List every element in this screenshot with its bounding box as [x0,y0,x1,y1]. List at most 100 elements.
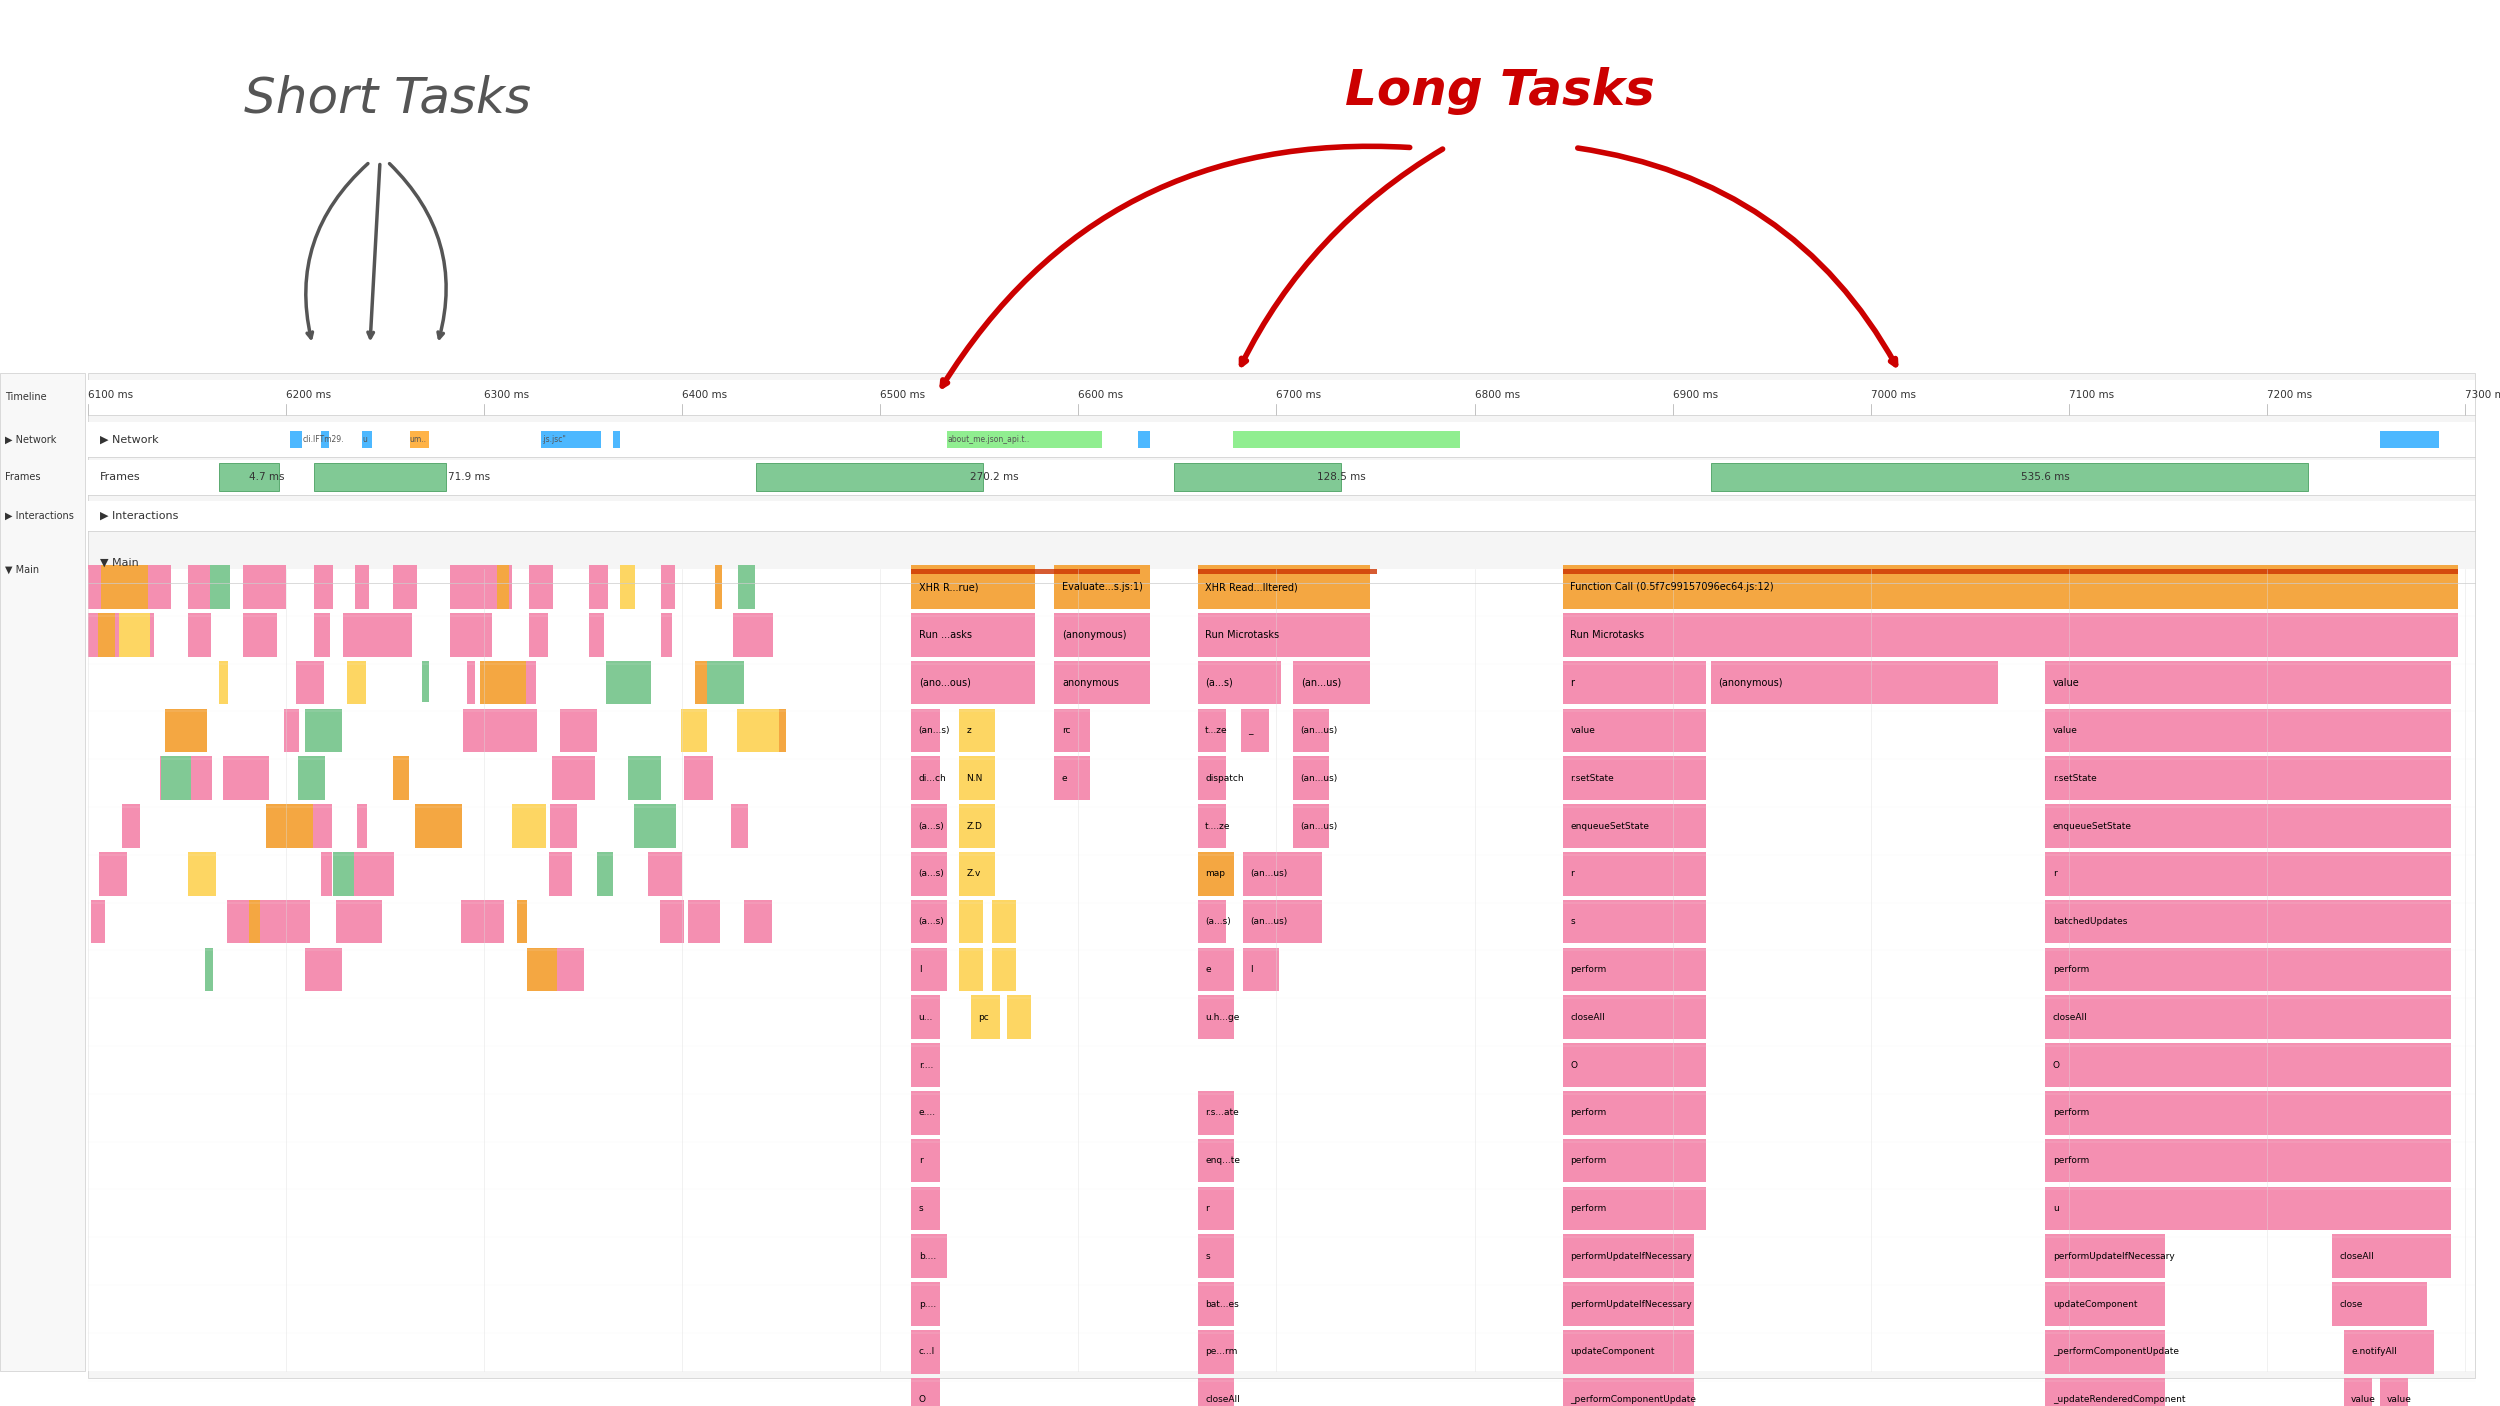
Text: O: O [918,1395,925,1405]
Bar [628,756,660,800]
Bar [1562,565,2458,609]
Text: batchedUpdates: batchedUpdates [2052,917,2128,927]
Bar [1292,804,1330,848]
Text: map: map [1205,869,1225,879]
Bar [1055,613,1150,657]
Text: N.N: N.N [968,773,982,783]
Bar [90,900,105,943]
Bar [910,1187,940,1230]
Bar [122,804,140,848]
Text: (a...s): (a...s) [1205,678,1232,688]
Bar [165,709,208,752]
Text: r: r [1570,869,1575,879]
Bar [598,852,612,896]
Bar [88,565,170,609]
Text: (an...us): (an...us) [1300,773,1338,783]
Bar [1198,565,1370,609]
Bar [550,852,572,896]
Text: 4.7 ms: 4.7 ms [250,472,285,482]
Text: Z.D: Z.D [968,821,982,831]
Text: value: value [2052,678,2080,688]
Bar [960,804,995,848]
Bar [530,613,548,657]
Bar [755,463,982,491]
Text: O: O [1570,1060,1578,1070]
Text: 6600 ms: 6600 ms [1078,391,1122,401]
Text: ▶ Network: ▶ Network [5,434,57,444]
Bar [2045,661,2450,704]
Text: Frames: Frames [100,472,140,482]
Text: enqueueSetState: enqueueSetState [1570,821,1650,831]
Bar [1562,1378,1695,1406]
Bar [1198,1378,1232,1406]
Bar [2045,709,2450,752]
Bar [430,804,452,848]
Bar [910,804,948,848]
Bar [1198,1234,1232,1278]
Text: updateComponent: updateComponent [2052,1299,2138,1309]
Text: value: value [1570,725,1595,735]
Text: close: close [2340,1299,2362,1309]
Bar [462,709,500,752]
Bar [960,948,982,991]
Text: s: s [1205,1251,1210,1261]
Bar [188,565,218,609]
Bar [308,709,318,752]
Bar [662,852,682,896]
Text: 6200 ms: 6200 ms [285,391,330,401]
Text: 6400 ms: 6400 ms [682,391,727,401]
Text: 535.6 ms: 535.6 ms [2020,472,2070,482]
Bar [320,852,332,896]
Bar [2380,1378,2408,1406]
Bar [910,661,1035,704]
Bar [1198,1330,1232,1374]
Text: _performComponentUpdate: _performComponentUpdate [2052,1347,2180,1357]
Bar [745,900,772,943]
Bar [992,948,1015,991]
Text: closeAll: closeAll [2052,1012,2088,1022]
Bar [550,948,582,991]
Text: 6500 ms: 6500 ms [880,391,925,401]
Bar [222,756,268,800]
Text: performUpdateIfNecessary: performUpdateIfNecessary [1570,1299,1692,1309]
Bar [305,709,343,752]
Bar [1562,613,2458,657]
Bar [732,613,772,657]
Bar [1562,804,1705,848]
Text: u.h...ge: u.h...ge [1205,1012,1240,1022]
Text: performUpdateIfNecessary: performUpdateIfNecessary [1570,1251,1692,1261]
Text: _: _ [1248,725,1252,735]
Bar [2045,756,2450,800]
Bar [88,501,2475,531]
Text: Short Tasks: Short Tasks [245,75,530,122]
Text: (a...s): (a...s) [918,821,945,831]
Bar [492,709,538,752]
Bar [1562,1091,1705,1135]
Text: ▶ Interactions: ▶ Interactions [100,510,178,522]
Bar [1562,948,1705,991]
Text: t...ze: t...ze [1205,725,1228,735]
Text: Evaluate...s.js:1): Evaluate...s.js:1) [1062,582,1142,592]
Text: 6800 ms: 6800 ms [1475,391,1520,401]
Bar [392,613,412,657]
Bar [1198,1187,1232,1230]
Bar [1242,900,1322,943]
Bar [210,565,230,609]
Bar [2045,1378,2165,1406]
Bar [910,1091,940,1135]
Bar [910,1139,940,1182]
Bar [960,900,982,943]
Text: Run Microtasks: Run Microtasks [1205,630,1280,640]
Bar [205,948,212,991]
Bar [362,430,372,449]
Text: _performComponentUpdate: _performComponentUpdate [1570,1395,1698,1405]
Bar [1008,995,1030,1039]
Bar [242,613,278,657]
Bar [635,804,678,848]
Bar [98,613,115,657]
Bar [685,756,712,800]
Bar [228,900,258,943]
Bar [1198,1091,1232,1135]
Text: u...: u... [918,1012,932,1022]
Text: rc: rc [1062,725,1070,735]
